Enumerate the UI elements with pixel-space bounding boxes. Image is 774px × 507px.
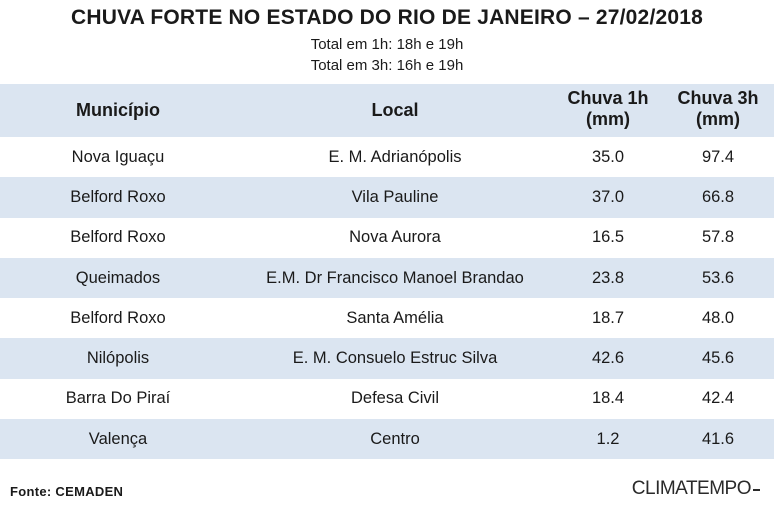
cell-municipio: Belford Roxo xyxy=(70,308,166,327)
header-municipio: Município xyxy=(76,100,160,120)
cell-chuva-1h: 42.6 xyxy=(591,349,625,368)
chart-title: CHUVA FORTE NO ESTADO DO RIO DE JANEIRO … xyxy=(71,6,703,29)
header-chuva-1h: Chuva 1h (mm) xyxy=(554,84,662,137)
cell-chuva-1h: 35.0 xyxy=(591,147,625,166)
table-row: Queimados E.M. Dr Francisco Manoel Brand… xyxy=(0,257,774,299)
header-chuva-1h-unit: (mm) xyxy=(586,109,630,129)
cell-local: E. M. Consuelo Estruc Silva xyxy=(292,349,498,368)
subtitle-3h: Total em 3h: 16h e 19h xyxy=(310,57,464,74)
cell-municipio: Belford Roxo xyxy=(70,228,166,247)
cell-chuva-3h: 41.6 xyxy=(701,429,735,448)
cell-chuva-3h: 57.8 xyxy=(701,228,735,247)
table-row: Valença Centro 1.2 41.6 xyxy=(0,419,774,460)
cell-chuva-1h: 16.5 xyxy=(591,228,625,247)
cell-chuva-3h: 42.4 xyxy=(701,389,735,408)
table-row: Belford Roxo Nova Aurora 16.5 57.8 xyxy=(0,217,774,258)
cell-municipio: Barra Do Piraí xyxy=(65,389,171,408)
table-row: Nilópolis E. M. Consuelo Estruc Silva 42… xyxy=(0,338,774,379)
rainfall-table: Município Local Chuva 1h (mm) Chuva 3h (… xyxy=(0,84,774,460)
logo-text: CLIMATEMPO xyxy=(631,478,752,499)
cell-chuva-3h: 48.0 xyxy=(701,308,735,327)
header-local: Local xyxy=(371,100,419,120)
cell-chuva-1h: 37.0 xyxy=(591,187,625,206)
cell-chuva-1h: 23.8 xyxy=(591,268,625,287)
table-row: Barra Do Piraí Defesa Civil 18.4 42.4 xyxy=(0,378,774,420)
header-chuva-3h: Chuva 3h (mm) xyxy=(662,84,774,137)
cell-municipio: Nova Iguaçu xyxy=(71,147,165,166)
cell-local: E.M. Dr Francisco Manoel Brandao xyxy=(266,268,524,287)
table-row: Nova Iguaçu E. M. Adrianópolis 35.0 97.4 xyxy=(0,137,774,178)
table-header-row: Município Local Chuva 1h (mm) Chuva 3h (… xyxy=(0,84,774,137)
cell-chuva-3h: 97.4 xyxy=(701,147,735,166)
cell-local: Defesa Civil xyxy=(350,389,440,408)
cell-municipio: Queimados xyxy=(75,268,161,287)
cell-municipio: Nilópolis xyxy=(86,349,150,368)
cell-local: Nova Aurora xyxy=(349,228,441,247)
header-chuva-3h-label: Chuva 3h xyxy=(677,88,759,108)
cell-local: Vila Pauline xyxy=(351,187,439,206)
header-chuva-1h-label: Chuva 1h xyxy=(567,88,649,108)
subtitle-1h: Total em 1h: 18h e 19h xyxy=(310,36,464,53)
table-row: Belford Roxo Santa Amélia 18.7 48.0 xyxy=(0,298,774,339)
cell-local: E. M. Adrianópolis xyxy=(328,147,462,166)
cell-municipio: Valença xyxy=(88,429,148,448)
climatempo-logo: CLIMATEMPO xyxy=(632,478,760,500)
source-note: Fonte: CEMADEN xyxy=(10,484,124,499)
logo-mark-icon xyxy=(753,489,760,491)
cell-municipio: Belford Roxo xyxy=(70,187,166,206)
header-chuva-3h-unit: (mm) xyxy=(696,109,740,129)
cell-local: Centro xyxy=(370,429,420,448)
cell-chuva-3h: 53.6 xyxy=(701,268,735,287)
cell-chuva-1h: 18.7 xyxy=(591,308,625,327)
cell-chuva-3h: 66.8 xyxy=(701,187,735,206)
cell-local: Santa Amélia xyxy=(346,308,444,327)
table-row: Belford Roxo Vila Pauline 37.0 66.8 xyxy=(0,177,774,218)
cell-chuva-1h: 1.2 xyxy=(596,429,620,448)
cell-chuva-3h: 45.6 xyxy=(701,349,735,368)
cell-chuva-1h: 18.4 xyxy=(591,389,625,408)
